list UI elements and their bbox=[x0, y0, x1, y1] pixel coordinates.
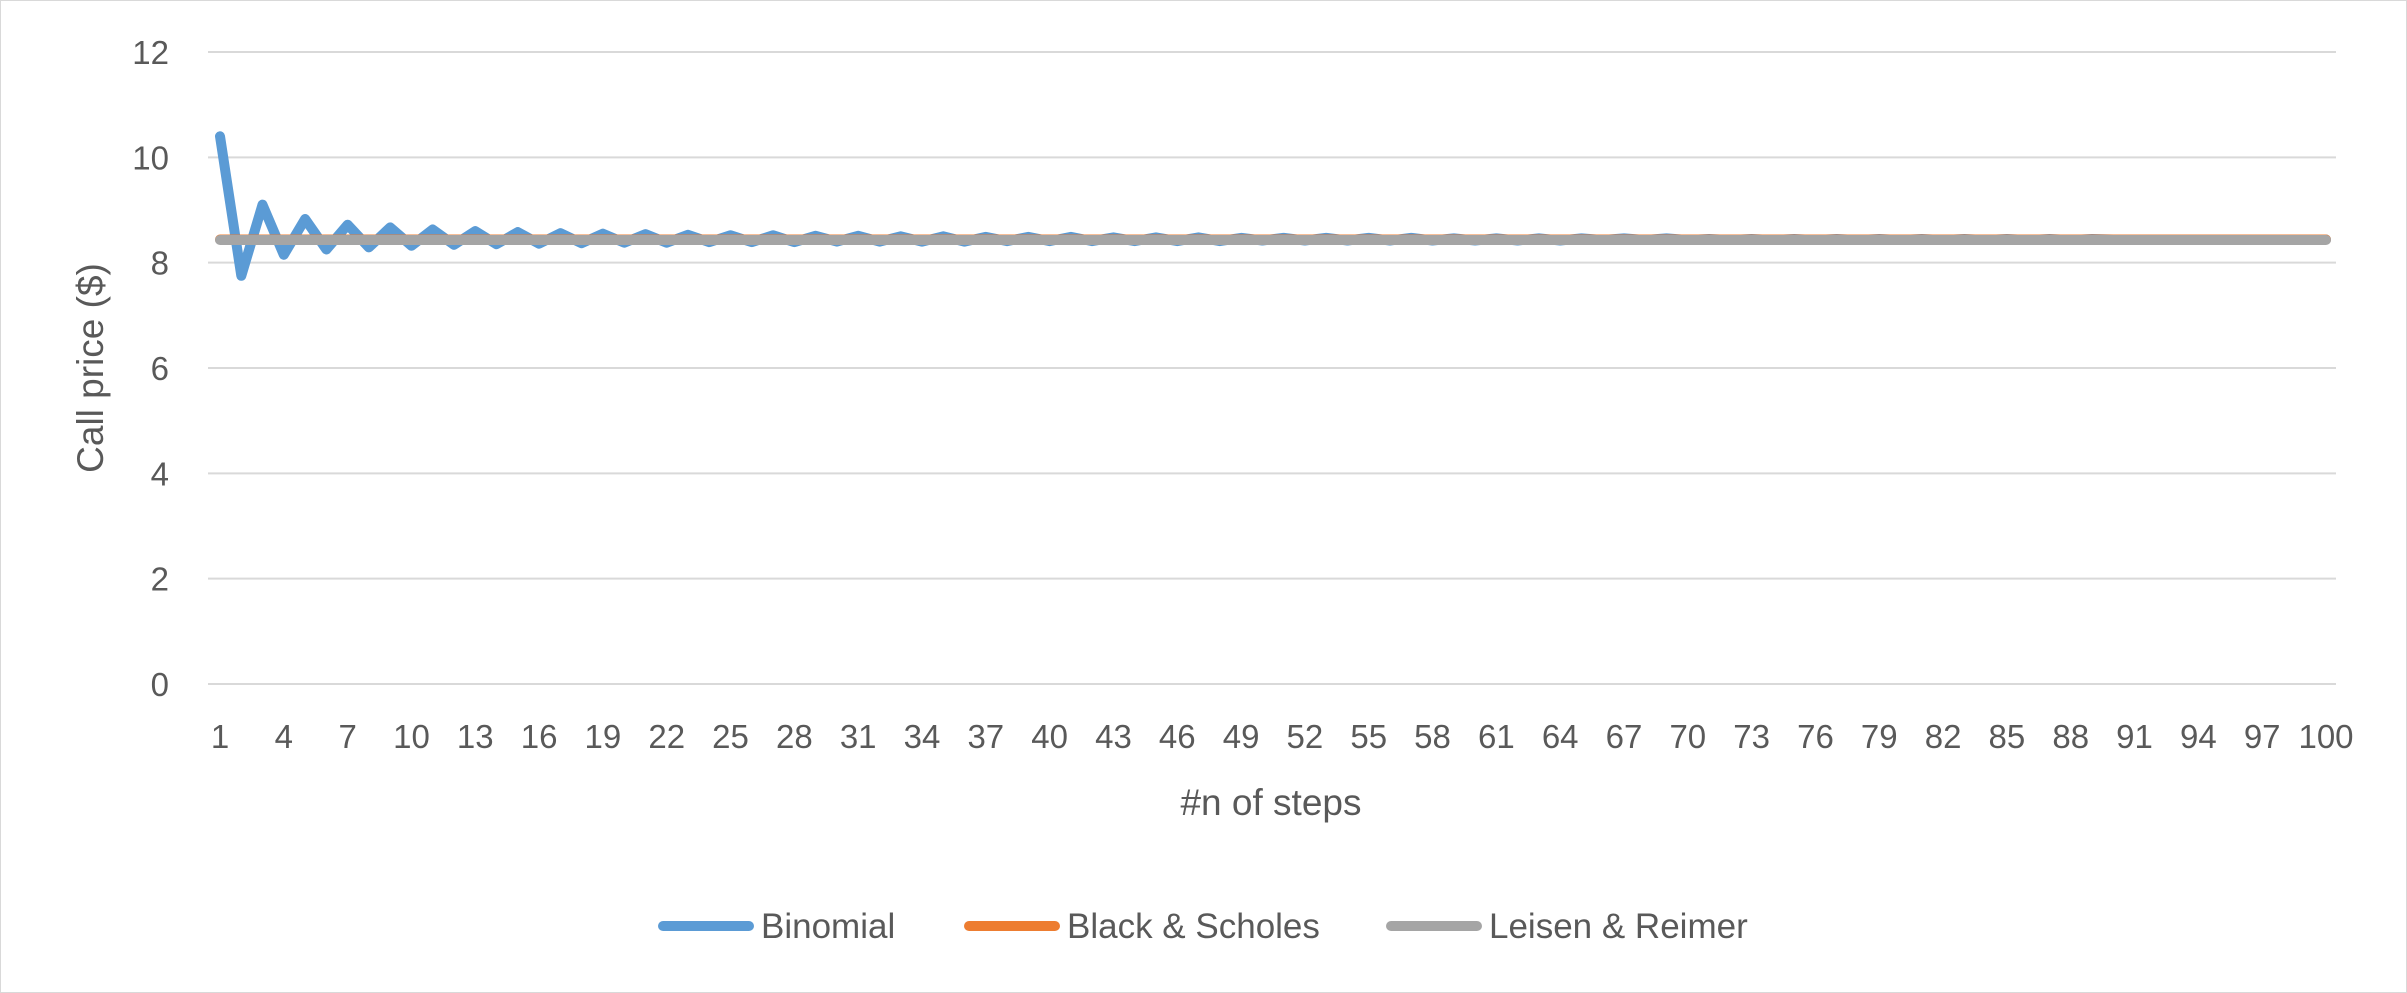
x-tick-label: 37 bbox=[967, 718, 1004, 755]
x-tick-label: 7 bbox=[338, 718, 356, 755]
legend-label: Leisen & Reimer bbox=[1489, 907, 1748, 946]
x-tick-label: 91 bbox=[2116, 718, 2153, 755]
x-tick-label: 10 bbox=[393, 718, 430, 755]
x-tick-label: 52 bbox=[1287, 718, 1324, 755]
x-tick-label: 22 bbox=[648, 718, 685, 755]
x-tick-label: 31 bbox=[840, 718, 877, 755]
x-tick-label: 79 bbox=[1861, 718, 1898, 755]
series-lines bbox=[215, 131, 2331, 281]
x-tick-label: 28 bbox=[776, 718, 813, 755]
x-tick-label: 85 bbox=[1989, 718, 2026, 755]
x-tick-label: 34 bbox=[904, 718, 941, 755]
x-tick-label: 94 bbox=[2180, 718, 2217, 755]
y-axis-ticks: 0 2 4 6 8 10 12 bbox=[132, 34, 169, 703]
gridlines bbox=[208, 51, 2336, 685]
x-tick-label: 76 bbox=[1797, 718, 1834, 755]
x-tick-label: 49 bbox=[1223, 718, 1260, 755]
x-tick-label: 64 bbox=[1542, 718, 1579, 755]
x-axis-title: #n of steps bbox=[1180, 782, 1361, 823]
legend-label: Binomial bbox=[761, 907, 895, 946]
x-tick-label: 16 bbox=[521, 718, 558, 755]
y-tick-label: 0 bbox=[151, 666, 169, 703]
y-axis-title: Call price ($) bbox=[70, 263, 111, 473]
x-tick-label: 25 bbox=[712, 718, 749, 755]
x-tick-label: 40 bbox=[1031, 718, 1068, 755]
x-axis-ticks: 1 4 7 10 13 16 19 22 25 28 31 34 37 40 43 46 49 52 55 58 61 6… bbox=[211, 718, 2354, 755]
x-tick-label: 1 bbox=[211, 718, 229, 755]
y-tick-label: 12 bbox=[132, 34, 169, 71]
legend-item-black-scholes: Black & Scholes bbox=[964, 907, 1320, 946]
x-tick-label: 67 bbox=[1606, 718, 1643, 755]
legend-item-leisen-reimer: Leisen & Reimer bbox=[1386, 907, 1748, 946]
x-tick-label: 58 bbox=[1414, 718, 1451, 755]
legend: Binomial Black & Scholes Leisen & Reimer bbox=[658, 907, 1748, 946]
x-tick-label: 19 bbox=[585, 718, 622, 755]
x-tick-label: 13 bbox=[457, 718, 494, 755]
legend-item-binomial: Binomial bbox=[658, 907, 895, 946]
y-tick-label: 6 bbox=[151, 350, 169, 387]
x-tick-label: 46 bbox=[1159, 718, 1196, 755]
x-tick-label: 70 bbox=[1669, 718, 1706, 755]
y-tick-label: 2 bbox=[151, 561, 169, 598]
x-tick-label: 97 bbox=[2244, 718, 2281, 755]
y-tick-label: 10 bbox=[132, 139, 169, 176]
x-tick-label: 100 bbox=[2298, 718, 2353, 755]
legend-label: Black & Scholes bbox=[1067, 907, 1320, 946]
y-tick-label: 8 bbox=[151, 245, 169, 282]
x-tick-label: 73 bbox=[1733, 718, 1770, 755]
x-tick-label: 43 bbox=[1095, 718, 1132, 755]
x-tick-label: 82 bbox=[1925, 718, 1962, 755]
y-tick-label: 4 bbox=[151, 455, 169, 492]
x-tick-label: 61 bbox=[1478, 718, 1515, 755]
x-tick-label: 88 bbox=[2052, 718, 2089, 755]
x-tick-label: 55 bbox=[1350, 718, 1387, 755]
x-tick-label: 4 bbox=[275, 718, 293, 755]
